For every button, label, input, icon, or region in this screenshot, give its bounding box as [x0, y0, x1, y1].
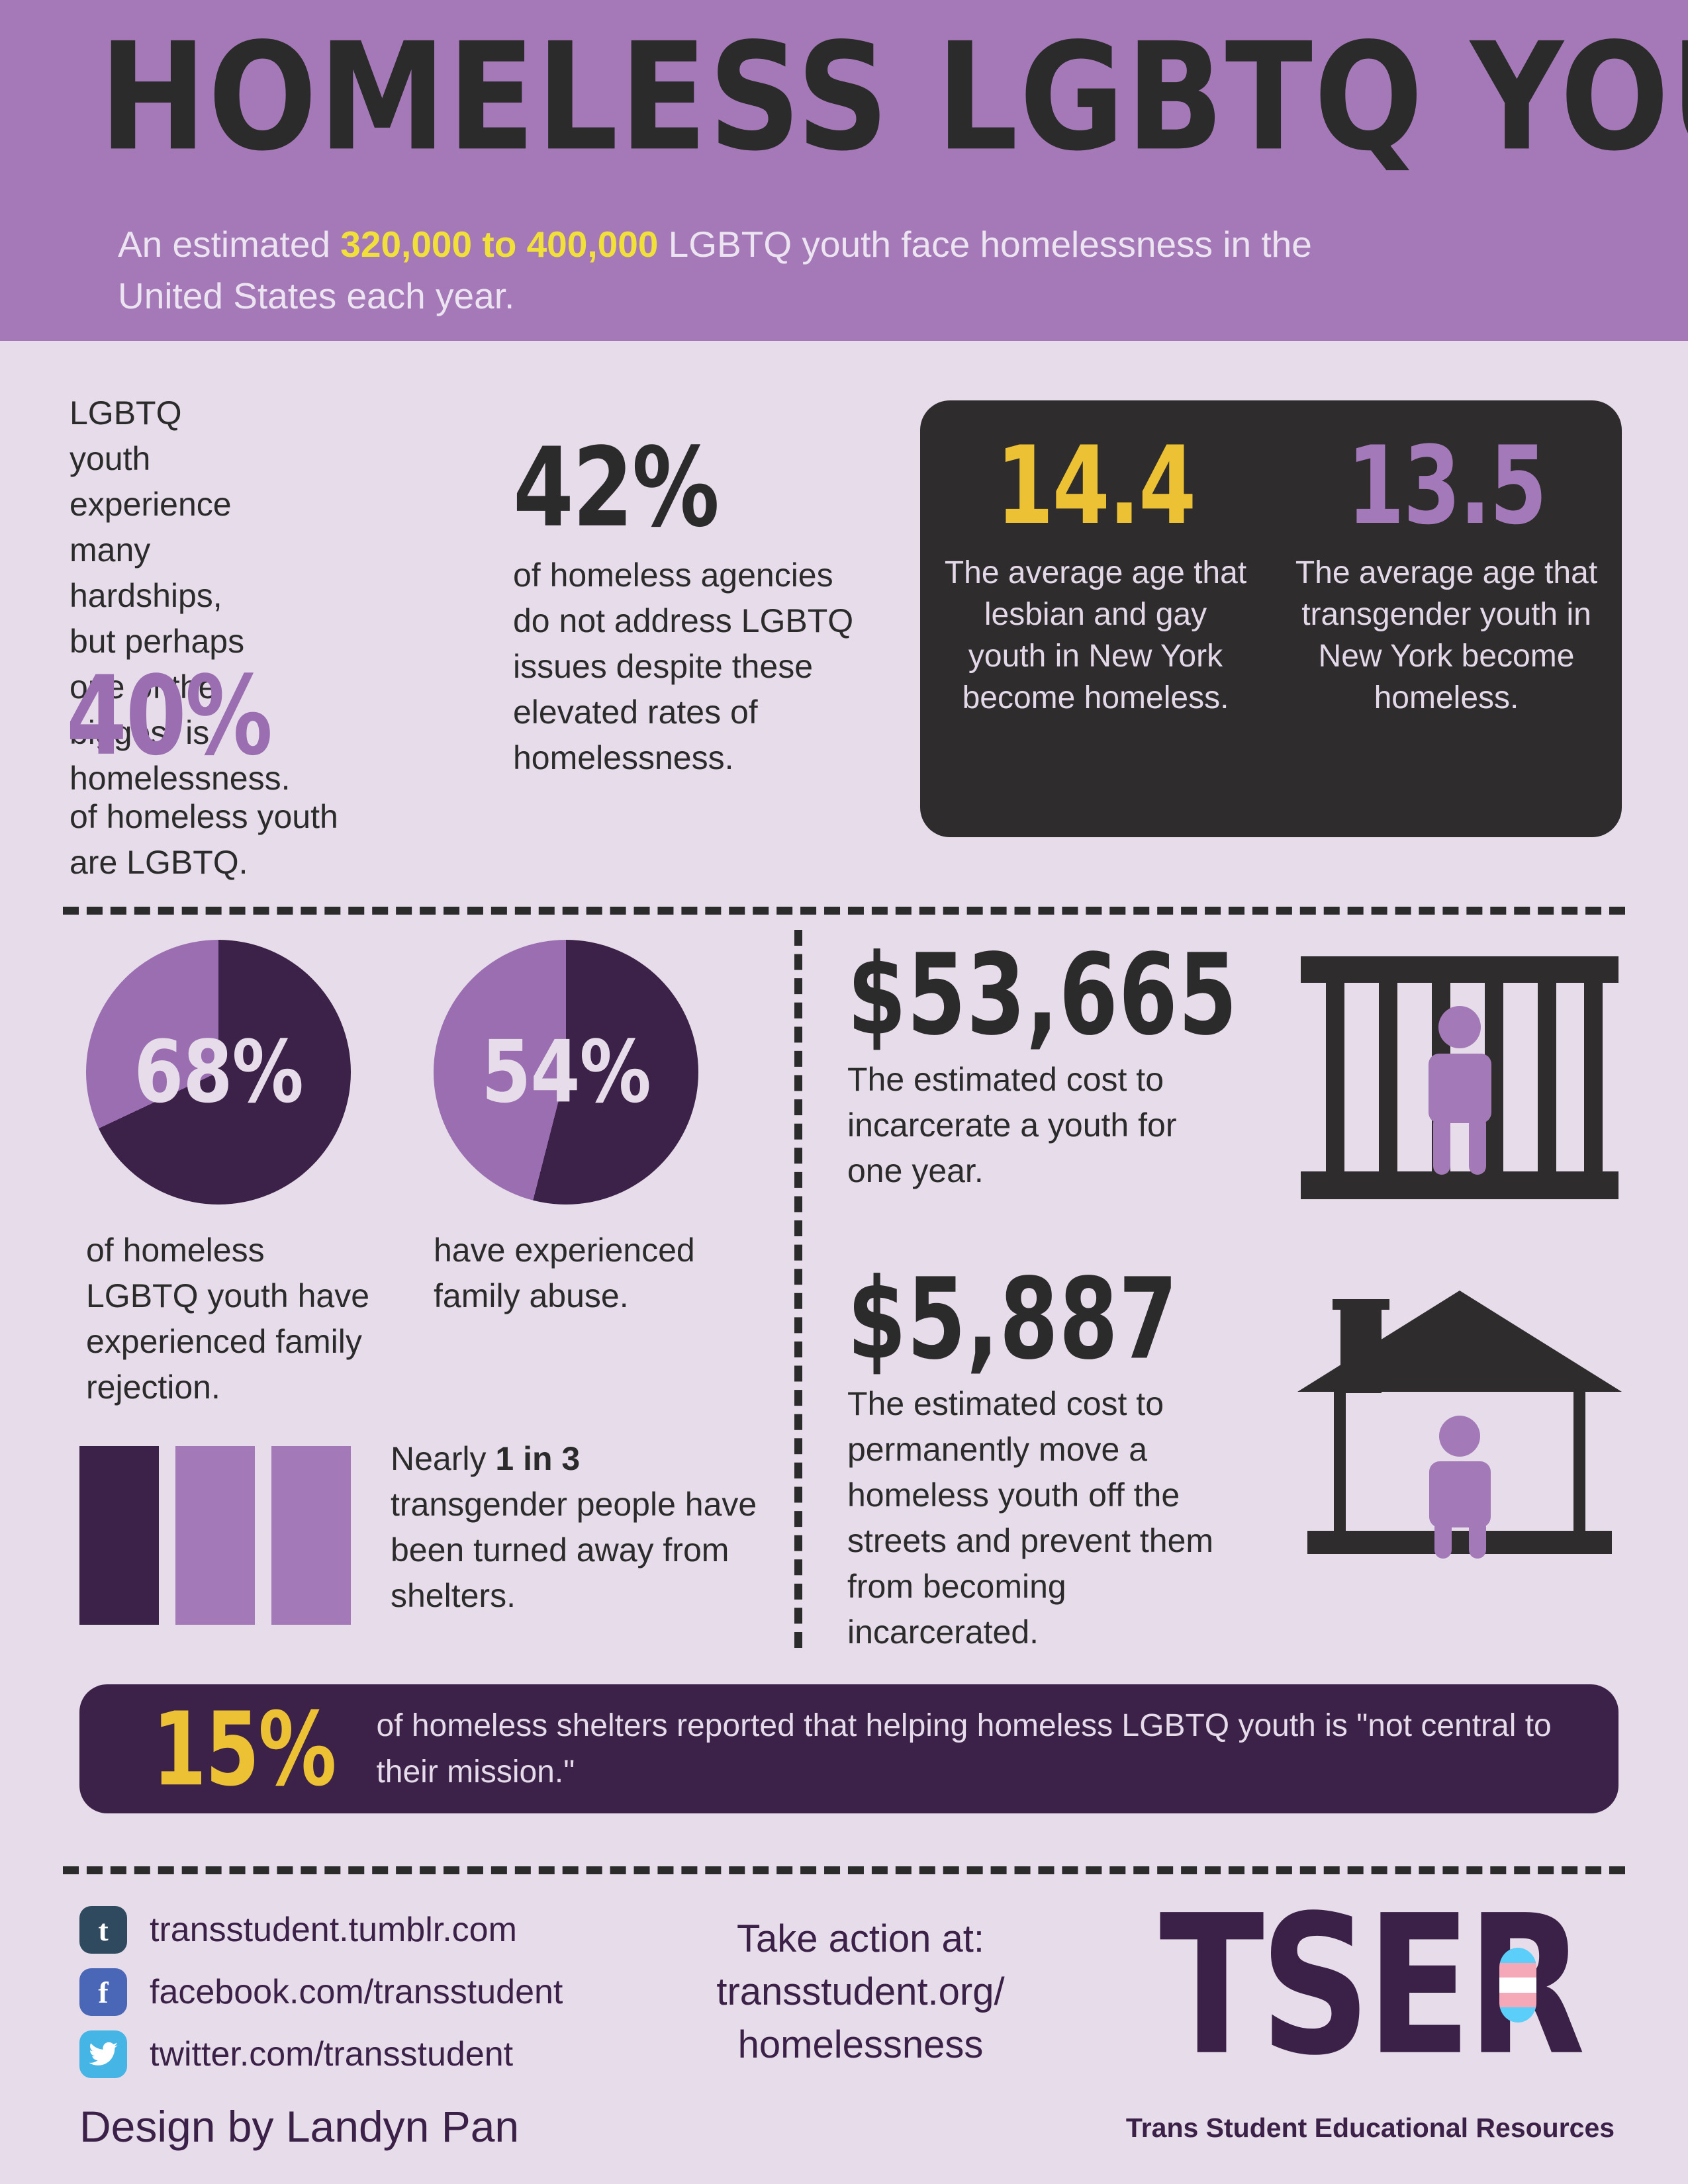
cost-incarceration-amount: $53,665 — [847, 930, 1238, 1061]
trans-flag-icon — [1499, 1948, 1536, 2023]
turned-away-bold: 1 in 3 — [495, 1440, 581, 1477]
social-link-facebook[interactable]: f facebook.com/transstudent — [79, 1968, 563, 2016]
pie-caption-family-rejection: of homeless LGBTQ youth have experienced… — [86, 1232, 370, 1406]
facebook-label[interactable]: facebook.com/transstudent — [150, 1973, 563, 2011]
tumblr-icon[interactable]: t — [79, 1906, 127, 1954]
twitter-bird-icon — [89, 2042, 118, 2066]
jail-icon — [1301, 956, 1618, 1199]
cost-housing-amount: $5,887 — [847, 1254, 1178, 1385]
take-action-url-line1[interactable]: transstudent.org/ — [716, 1970, 1005, 2013]
tser-logo-subtitle: Trans Student Educational Resources — [1125, 2113, 1615, 2143]
pie-chart-family-abuse: 54% — [434, 940, 698, 1205]
take-action-url-line2[interactable]: homelessness — [737, 2023, 984, 2066]
subtitle-text-after: LGBTQ youth face homelessness in the Uni… — [118, 224, 1312, 316]
tser-logo: TSER Trans Student Educational Resources — [1119, 1889, 1622, 2144]
cost-incarceration-caption: The estimated cost to incarcerate a yout… — [847, 1061, 1177, 1189]
facebook-icon[interactable]: f — [79, 1968, 127, 2016]
divider-footer — [63, 1866, 1625, 1874]
pie-label-68: 68% — [134, 1023, 304, 1122]
divider-vertical — [794, 930, 802, 1648]
header-banner: HOMELESS LGBTQ YOUTH An estimated 320,00… — [0, 0, 1688, 341]
average-age-transgender: 13.5 The average age that transgender yo… — [1271, 400, 1622, 837]
stat-40-percent: 40% of homeless youth are LGBTQ. — [66, 662, 338, 881]
take-action-label: Take action at: — [737, 1917, 984, 1960]
stat-15-caption: of homeless shelters reported that helpi… — [376, 1707, 1552, 1790]
divider-top — [63, 907, 1625, 915]
subtitle-highlight: 320,000 to 400,000 — [340, 224, 659, 265]
pie-caption-family-abuse: have experienced family abuse. — [434, 1232, 695, 1314]
turned-away-caption: Nearly 1 in 3 transgender people have be… — [391, 1436, 761, 1619]
cost-housing-caption: The estimated cost to permanently move a… — [847, 1385, 1214, 1651]
social-link-tumblr[interactable]: t transstudent.tumblr.com — [79, 1906, 563, 1954]
stat-40-number: 40% — [66, 653, 273, 780]
people-icon-group — [79, 1446, 364, 1625]
social-link-twitter[interactable]: twitter.com/transstudent — [79, 2030, 563, 2078]
age-transgender-caption: The average age that transgender youth i… — [1295, 555, 1598, 715]
person-icon — [271, 1446, 351, 1625]
house-icon — [1297, 1291, 1622, 1559]
average-age-panel: 14.4 The average age that lesbian and ga… — [920, 400, 1622, 837]
age-transgender-number: 13.5 — [1346, 424, 1547, 549]
cost-housing: $5,887 The estimated cost to permanently… — [847, 1254, 1238, 1655]
stat-42-number: 42% — [513, 424, 720, 552]
tumblr-label[interactable]: transstudent.tumblr.com — [150, 1911, 517, 1949]
age-lesbian-gay-number: 14.4 — [996, 424, 1196, 549]
social-links: t transstudent.tumblr.com f facebook.com… — [79, 1906, 563, 2093]
take-action-block: Take action at: transstudent.org/ homele… — [662, 1913, 1059, 2071]
intro-paragraph: LGBTQ youth experience many hardships, b… — [70, 394, 291, 797]
average-age-lesbian-gay: 14.4 The average age that lesbian and ga… — [920, 400, 1271, 837]
twitter-icon[interactable] — [79, 2030, 127, 2078]
header-subtitle: An estimated 320,000 to 400,000 LGBTQ yo… — [118, 218, 1409, 322]
design-credit: Design by Landyn Pan — [79, 2102, 520, 2151]
pie-label-54: 54% — [481, 1023, 651, 1122]
twitter-label[interactable]: twitter.com/transstudent — [150, 2035, 514, 2073]
person-icon — [175, 1446, 255, 1625]
stat-42-caption: of homeless agencies do not address LGBT… — [513, 557, 854, 776]
age-lesbian-gay-caption: The average age that lesbian and gay you… — [944, 555, 1247, 715]
stat-42-percent: 42% of homeless agencies do not address … — [513, 433, 870, 781]
person-icon-highlighted — [79, 1446, 159, 1625]
subtitle-text-before: An estimated — [118, 224, 341, 265]
turned-away-lead: Nearly — [391, 1440, 496, 1477]
stat-40-caption: of homeless youth are LGBTQ. — [70, 798, 338, 881]
shelters-mission-banner: 15% of homeless shelters reported that h… — [79, 1684, 1618, 1813]
pie-chart-family-rejection: 68% — [86, 940, 351, 1205]
turned-away-rest: transgender people have been turned away… — [391, 1486, 757, 1614]
page-title: HOMELESS LGBTQ YOUTH — [99, 11, 1688, 184]
stat-15-number: 15% — [152, 1689, 336, 1809]
cost-incarceration: $53,665 The estimated cost to incarcerat… — [847, 936, 1238, 1194]
